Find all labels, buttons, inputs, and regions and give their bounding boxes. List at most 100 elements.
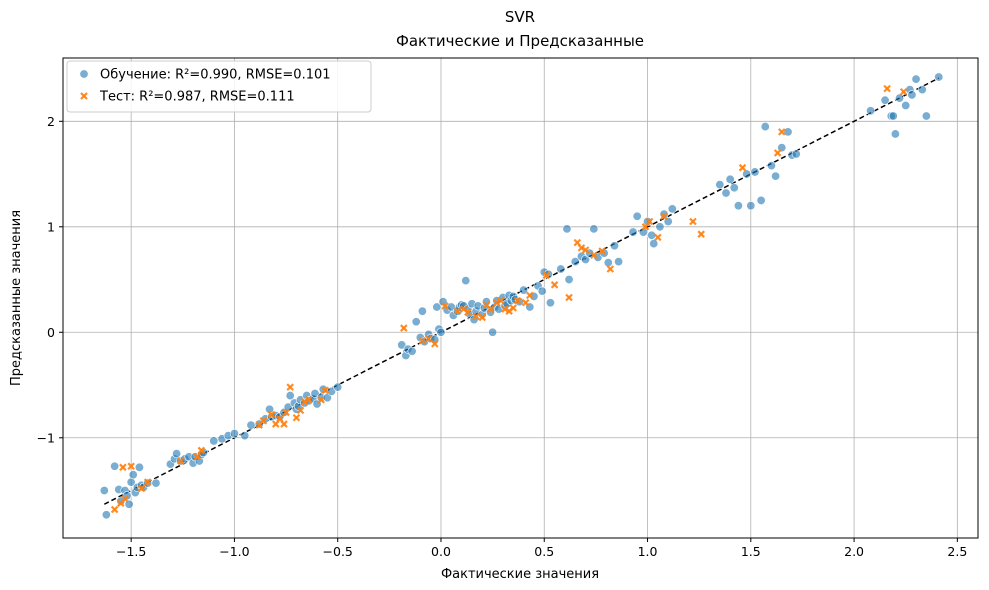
data-points (99, 72, 944, 520)
legend: Обучение: R²=0.990, RMSE=0.101 Тест: R²=0… (66, 60, 372, 113)
train-point (917, 85, 927, 95)
train-point (116, 496, 126, 506)
test-point (778, 128, 786, 136)
legend-box (66, 60, 372, 113)
train-point (750, 167, 760, 177)
test-point (280, 420, 288, 428)
train-point (151, 478, 161, 488)
train-point (537, 286, 547, 296)
train-point (907, 90, 917, 100)
test-point (899, 87, 908, 96)
train-point (240, 431, 250, 441)
train-point (733, 201, 743, 211)
train-point (888, 111, 898, 121)
gridlines (63, 58, 978, 538)
test-point (259, 417, 268, 425)
test-point (581, 246, 590, 254)
x-tick-label: 0.0 (431, 544, 451, 559)
y-tick-label: 0 (47, 325, 55, 340)
train-point (432, 302, 442, 312)
train-point (771, 171, 781, 181)
train-point (614, 257, 624, 267)
train-point (436, 327, 446, 337)
y-axis-ticks: −1 0 1 2 (37, 114, 63, 445)
train-point (209, 436, 219, 446)
test-point (197, 446, 206, 455)
train-point (411, 317, 421, 327)
test-point (441, 302, 449, 310)
test-point (598, 247, 606, 255)
x-tick-label: 2.5 (947, 544, 967, 559)
train-point (655, 222, 665, 232)
test-point (110, 505, 119, 514)
train-point (628, 227, 638, 237)
train-point (99, 486, 109, 496)
train-point (562, 224, 572, 234)
test-point (296, 406, 305, 415)
x-tick-label: −1.5 (116, 544, 146, 559)
train-point (911, 74, 921, 84)
test-point (137, 484, 146, 493)
train-point (934, 72, 944, 82)
train-point (570, 257, 580, 267)
train-point (519, 285, 529, 295)
test-point (526, 291, 534, 300)
x-axis-ticks: −1.5 −1.0 −0.5 0.0 0.5 1.0 1.5 2.0 2.5 (116, 538, 967, 559)
test-point (486, 305, 495, 313)
test-point (565, 293, 573, 302)
x-tick-label: −0.5 (323, 544, 353, 559)
x-tick-label: 0.5 (534, 544, 554, 559)
train-point (756, 195, 766, 205)
chart-title: SVR (505, 8, 535, 26)
test-point (654, 233, 662, 242)
y-axis-label: Предсказанные значения (9, 210, 24, 386)
test-point (738, 163, 747, 172)
test-point (645, 217, 654, 226)
train-point (791, 149, 801, 159)
train-point (880, 95, 890, 105)
x-axis-label: Фактические значения (441, 567, 599, 582)
train-point (545, 298, 555, 308)
test-point (267, 410, 276, 419)
train-point (285, 391, 295, 401)
train-point (229, 429, 239, 439)
test-point (606, 265, 615, 273)
train-point (715, 180, 725, 190)
x-tick-label: 1.5 (741, 544, 761, 559)
train-point (760, 122, 770, 132)
plot-frame (62, 57, 979, 539)
train-point (729, 183, 739, 193)
test-point (590, 251, 598, 260)
test-point (176, 457, 185, 465)
train-point (921, 111, 931, 121)
test-point (501, 305, 509, 313)
test-point (300, 398, 309, 406)
legend-train-label: Обучение: R²=0.990, RMSE=0.101 (100, 68, 331, 83)
test-point (282, 408, 290, 417)
x-tick-label: −1.0 (219, 544, 249, 559)
test-point (472, 312, 480, 321)
train-point (746, 201, 756, 211)
train-point (333, 382, 343, 392)
train-point (783, 127, 793, 137)
train-point (649, 239, 659, 249)
train-point (632, 211, 642, 221)
train-point (593, 252, 603, 262)
test-point (689, 217, 697, 226)
test-point (492, 298, 501, 307)
test-point (464, 308, 472, 317)
x-tick-label: 1.0 (638, 544, 658, 559)
train-point (901, 100, 911, 110)
train-point (564, 275, 574, 285)
train-point (667, 204, 677, 214)
test-point (424, 334, 433, 343)
train-point (742, 169, 752, 179)
test-point (400, 324, 408, 332)
test-point (542, 271, 551, 280)
legend-train-marker (79, 69, 89, 79)
train-point (609, 241, 619, 251)
test-point (577, 244, 586, 252)
train-point (766, 161, 776, 171)
test-point (317, 396, 325, 404)
test-point (773, 149, 782, 157)
